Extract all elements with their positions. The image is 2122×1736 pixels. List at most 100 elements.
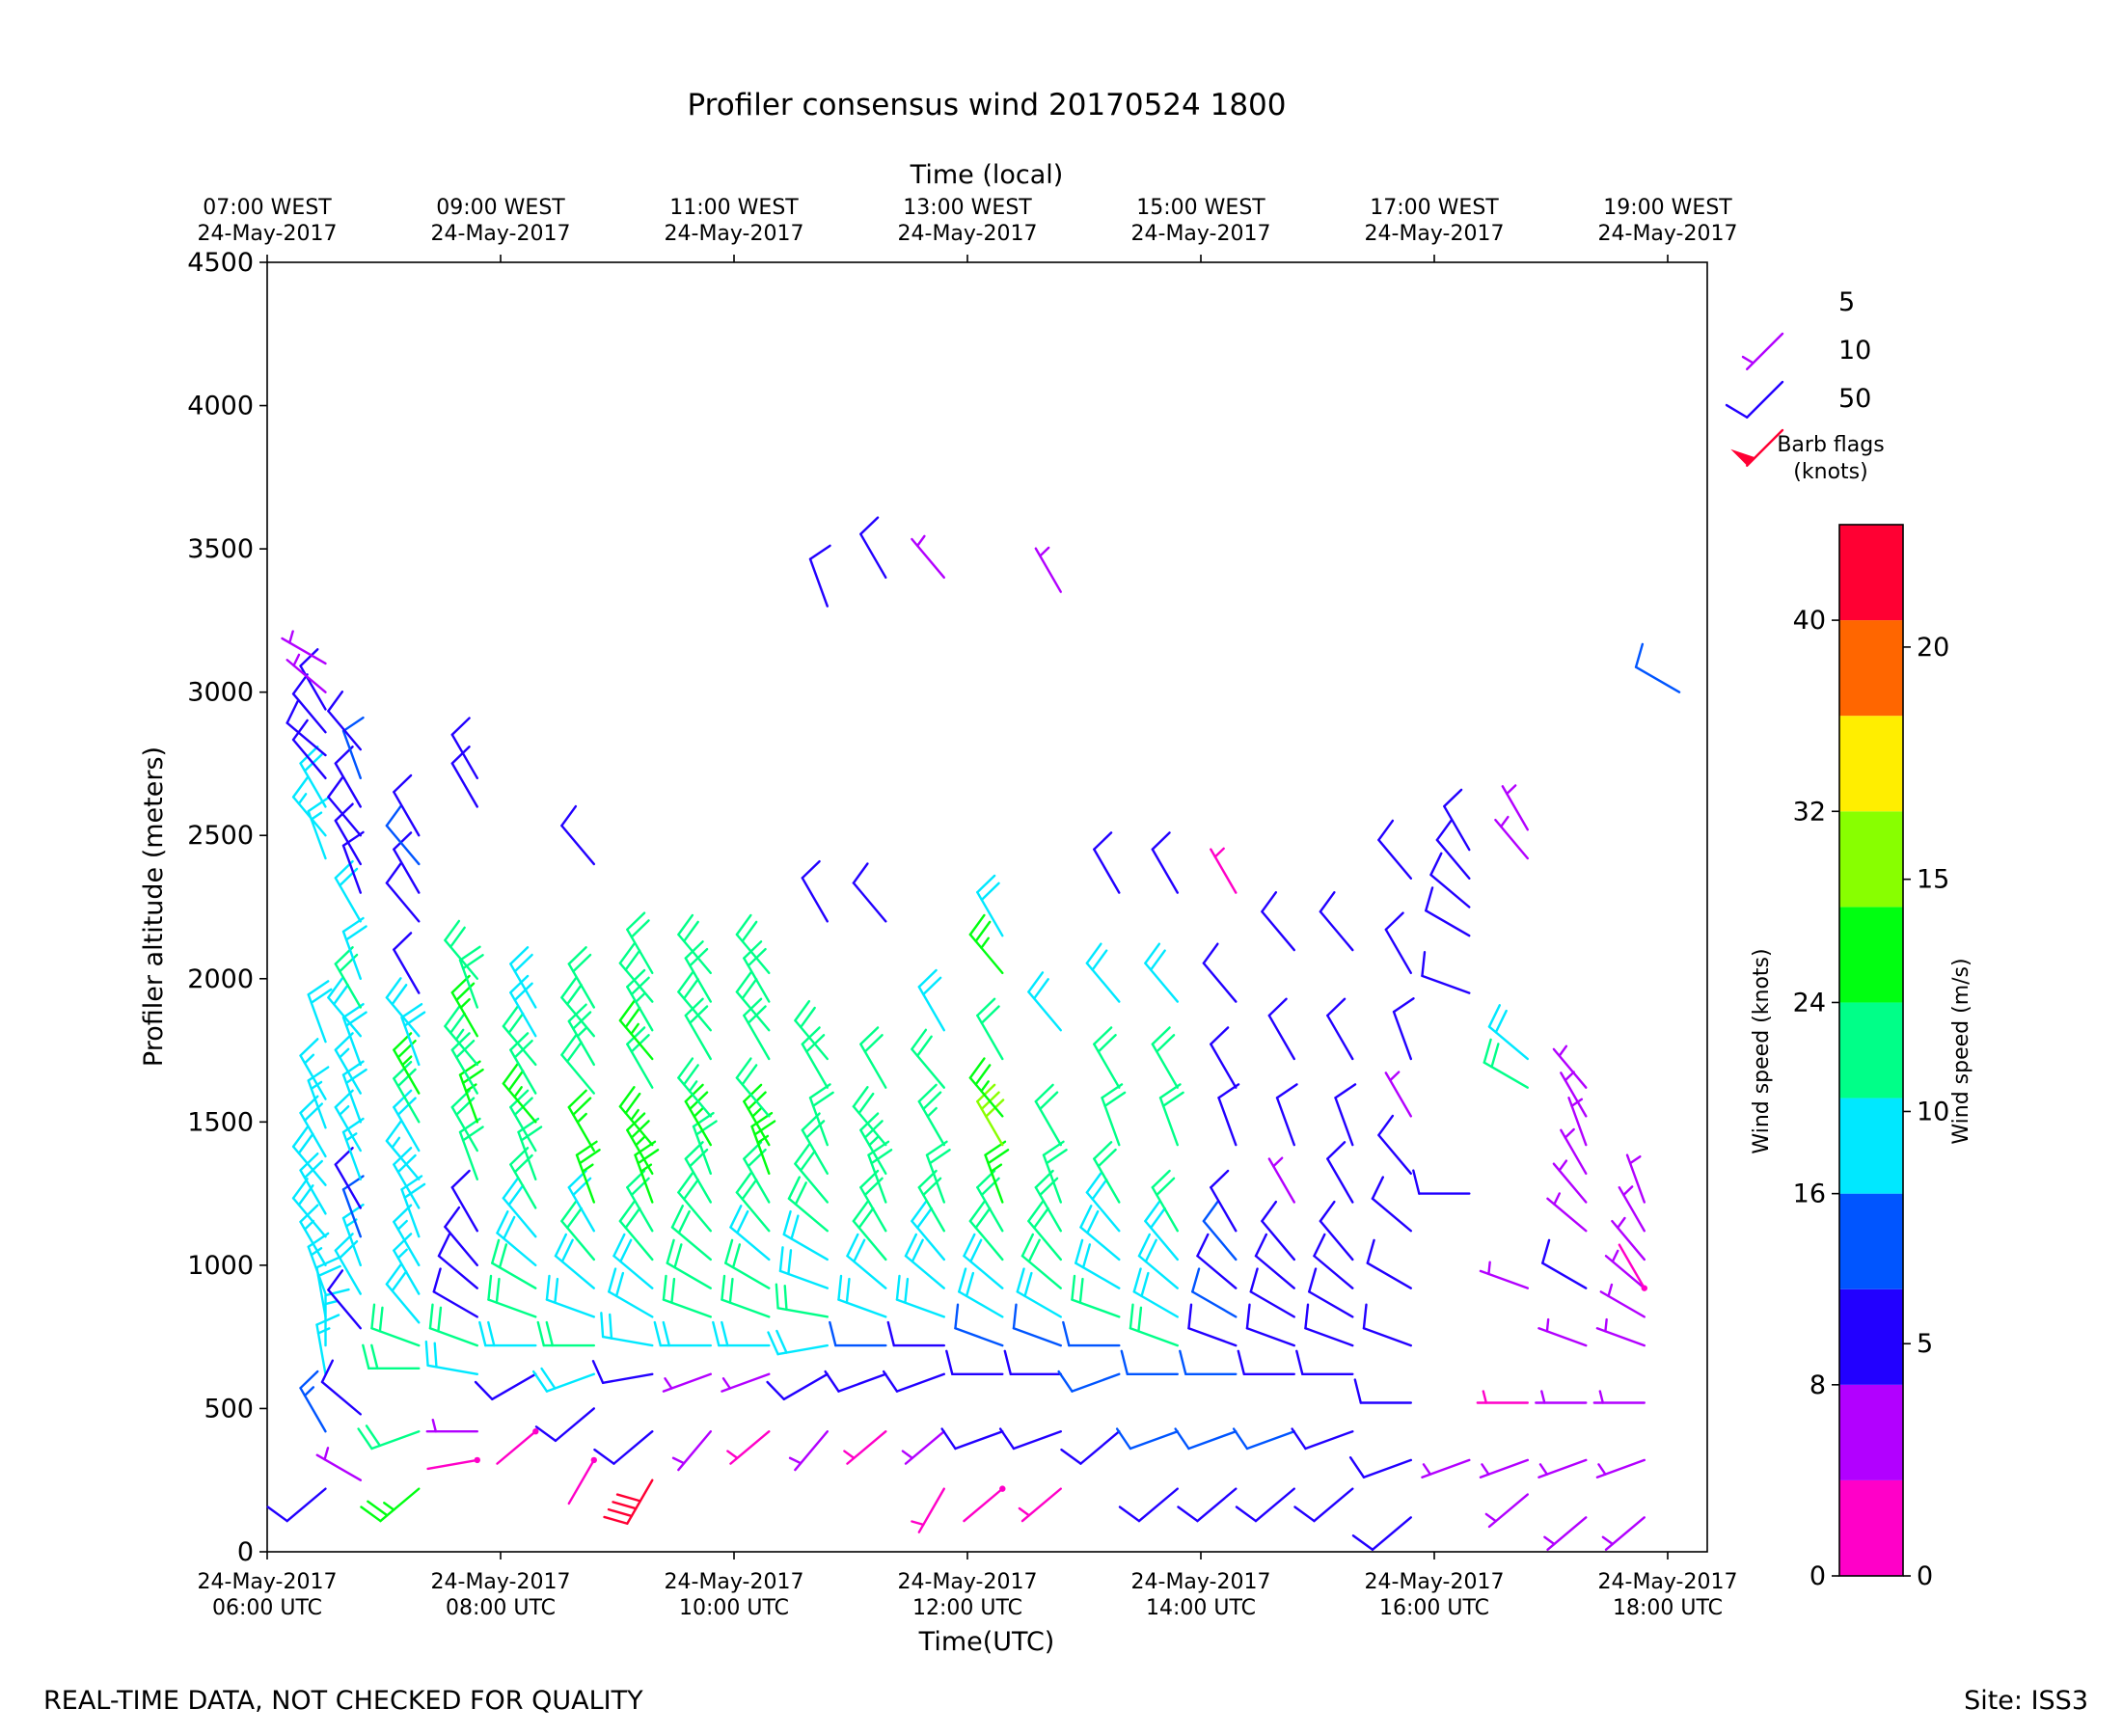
barb-full: [1196, 1233, 1210, 1258]
barb-half: [868, 1135, 880, 1147]
barb-half: [310, 811, 323, 821]
barb-full: [1120, 1349, 1129, 1375]
barb-full: [1384, 911, 1404, 932]
barb-shaft: [1326, 1014, 1354, 1061]
barb-shaft: [1371, 1516, 1413, 1551]
barb-full: [507, 1184, 525, 1207]
barb-full: [509, 1032, 530, 1051]
wind-barb: [1567, 1097, 1588, 1147]
wind-barb: [1027, 971, 1063, 1032]
barb-full: [1261, 891, 1278, 913]
barb-full: [565, 1207, 583, 1230]
barb-half: [980, 1080, 990, 1093]
barb-full: [396, 1068, 417, 1088]
barb-shaft: [327, 1288, 362, 1330]
wind-barb: [843, 1430, 887, 1465]
top-tick-date: 24-May-2017: [1598, 222, 1738, 246]
wind-barb: [904, 1233, 945, 1289]
barb-full: [450, 1169, 471, 1189]
barb-shaft: [859, 532, 887, 580]
barb-shaft: [1093, 848, 1121, 894]
barb-full: [614, 1271, 625, 1298]
wind-barb: [534, 1407, 595, 1443]
wind-barb: [393, 1233, 421, 1295]
barb-full: [554, 1233, 567, 1258]
barb-full: [1291, 1427, 1307, 1451]
barb-shaft: [1443, 804, 1471, 852]
barb-full: [1140, 1271, 1150, 1298]
barb-shaft: [1618, 1243, 1646, 1289]
barb-full: [307, 1066, 330, 1082]
wind-barb: [393, 1060, 421, 1124]
barb-half: [1628, 1154, 1642, 1165]
barb-shaft: [1319, 910, 1354, 952]
barb-half: [310, 1247, 323, 1257]
y-axis-ticks: 0 500 1000 1500 2000 2500 3000 3500 4000 4500: [187, 248, 267, 1567]
wind-barb: [782, 1209, 829, 1261]
wind-barb: [567, 1089, 595, 1153]
barb-half: [693, 1106, 704, 1118]
barb-half: [788, 1456, 803, 1465]
barb-full: [1039, 1091, 1059, 1111]
barb-full: [502, 1178, 519, 1200]
barb-shaft: [954, 1430, 1004, 1451]
barb-full: [531, 1370, 549, 1393]
wind-barb: [1543, 1516, 1588, 1551]
barb-full: [327, 691, 344, 713]
wind-barb: [1377, 819, 1413, 880]
barb-full: [1412, 1169, 1421, 1195]
barb-full: [507, 1012, 525, 1035]
barb-full: [1093, 1141, 1113, 1160]
colorbar-label-knots-tick: 0: [1809, 1561, 1826, 1591]
barb-full: [845, 1277, 851, 1304]
colorbar-label-knots-tick: 24: [1793, 988, 1826, 1017]
barb-full: [728, 1277, 734, 1304]
x-tick-time: 14:00 UTC: [1146, 1596, 1256, 1620]
wind-barb: [1275, 1083, 1298, 1147]
wind-barb: [1217, 1083, 1240, 1147]
colorbar: Wind speed (knots) Wind speed (m/s) 0 8 16…: [1750, 524, 1973, 1591]
wind-barb: [1611, 1216, 1646, 1261]
barb-shaft: [1746, 380, 1784, 419]
barb-shaft: [320, 1380, 362, 1416]
barb-half: [1540, 1390, 1546, 1404]
barb-full: [653, 1320, 662, 1347]
barb-full: [299, 1038, 319, 1057]
wind-barb: [1351, 1516, 1413, 1551]
y-tick-label: 1500: [187, 1107, 254, 1137]
barb-shaft: [437, 1255, 478, 1289]
barb-shaft: [1392, 1010, 1413, 1061]
wind-barb: [1479, 1261, 1530, 1289]
barb-half: [1389, 1071, 1401, 1082]
wind-barb: [653, 1320, 712, 1347]
wind-barb: [327, 691, 362, 751]
barb-full: [1144, 1200, 1161, 1223]
barb-full: [393, 831, 413, 851]
barb-full: [974, 1064, 992, 1086]
barb-full: [741, 920, 758, 943]
wind-barb: [963, 1485, 1006, 1523]
wind-barb: [1371, 1176, 1413, 1233]
barb-half: [639, 1163, 653, 1173]
barb-full: [904, 1233, 917, 1258]
barb-shaft: [450, 1186, 478, 1233]
wind-barb: [450, 1169, 478, 1233]
barb-half: [1545, 1317, 1550, 1333]
barb-full: [846, 1233, 859, 1258]
barb-full: [735, 913, 752, 936]
barb-full: [572, 1097, 592, 1117]
barb-full: [365, 1424, 382, 1448]
barb-full: [534, 1425, 558, 1443]
wind-barb: [509, 974, 537, 1038]
barb-full: [684, 1083, 704, 1103]
wind-barb: [393, 932, 421, 994]
barb-shaft: [1267, 1014, 1296, 1061]
colorbar-bin: [1839, 525, 1903, 621]
wind-barb: [677, 1057, 712, 1118]
barb-full: [1093, 831, 1113, 851]
barb-full: [1425, 886, 1434, 912]
barb-full: [859, 1112, 880, 1131]
wind-barb: [567, 1456, 597, 1505]
x-tick-date: 24-May-2017: [1598, 1570, 1738, 1594]
